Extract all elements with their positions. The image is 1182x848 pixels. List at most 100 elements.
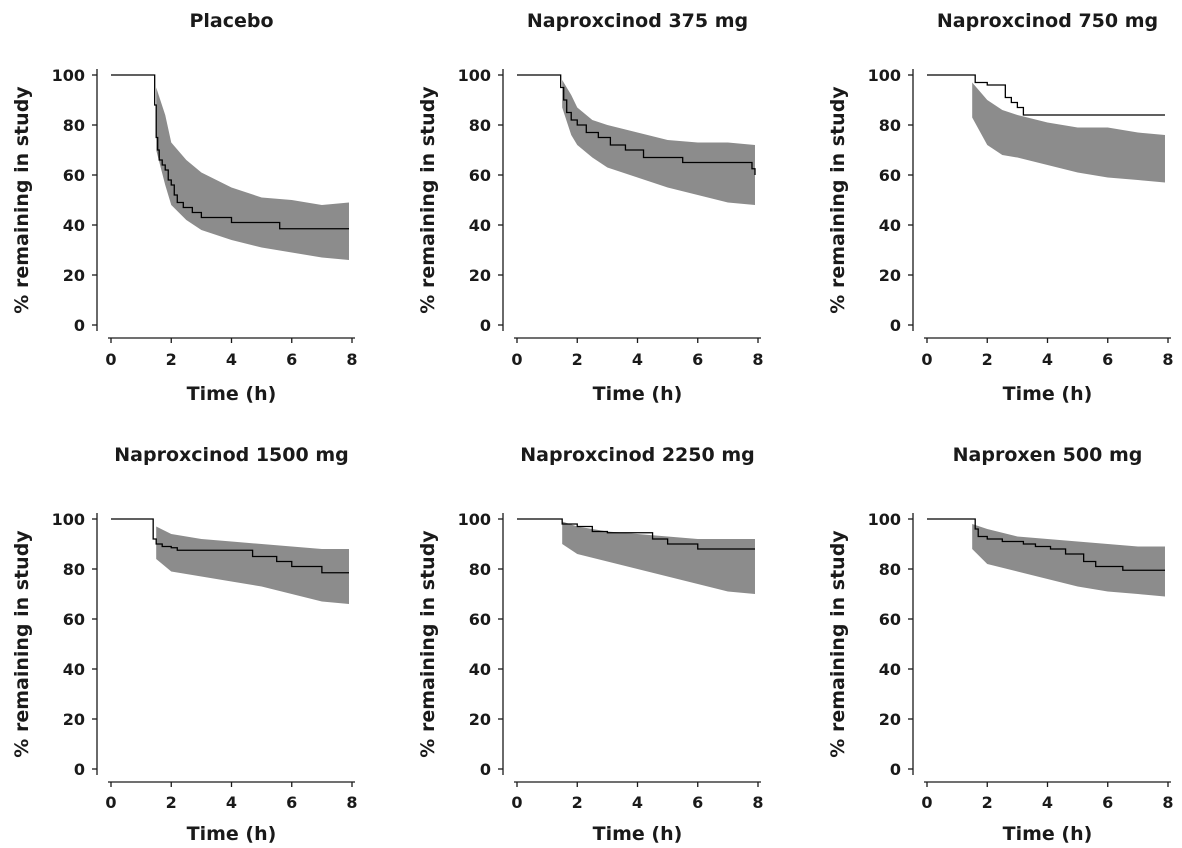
panel-6: Naproxen 500 mg 0 20 40 60 80 100 0 2 4 6 8 Time (h)… bbox=[827, 444, 1174, 845]
panel-2-observed-step-line bbox=[517, 74, 756, 175]
panel-2-y-tick-label: 80 bbox=[469, 116, 491, 135]
panel-3-x-tick-label: 8 bbox=[1162, 350, 1173, 369]
panel-2-x-tick-label: 2 bbox=[572, 350, 583, 369]
panel-6-x-tick-label: 4 bbox=[1042, 793, 1053, 812]
panel-6-y-tick-label: 60 bbox=[879, 610, 901, 629]
panel-6-x-tick-label: 6 bbox=[1102, 793, 1113, 812]
panel-1-x-tick-label: 0 bbox=[105, 350, 116, 369]
panel-3-y-tick-label: 20 bbox=[879, 266, 901, 285]
panel-1: Placebo 0 20 40 60 80 100 0 2 4 6 8 Time (h) % remain… bbox=[11, 10, 358, 405]
panel-6-y-tick-label: 100 bbox=[868, 510, 901, 529]
panel-2-title: Naproxcinod 375 mg bbox=[527, 10, 748, 32]
panel-2-y-axis-label: % remaining in study bbox=[417, 86, 439, 314]
panel-3-observed-step-line bbox=[927, 74, 1165, 116]
panel-5-y-axis-label: % remaining in study bbox=[417, 530, 439, 758]
panel-5-x-tick-label: 2 bbox=[572, 793, 583, 812]
panel-2-prediction-band bbox=[562, 80, 755, 205]
panel-5: Naproxcinod 2250 mg 0 20 40 60 80 100 0 2 4 6 8 Time… bbox=[417, 444, 764, 845]
panel-5-x-tick-label: 8 bbox=[752, 793, 763, 812]
panel-3-y-tick-label: 60 bbox=[879, 166, 901, 185]
panel-3-y-axis-label: % remaining in study bbox=[827, 86, 849, 314]
panel-6-x-tick-label: 8 bbox=[1162, 793, 1173, 812]
panel-3-y-tick-label: 100 bbox=[868, 66, 901, 85]
panel-4-x-tick-label: 0 bbox=[105, 793, 116, 812]
panel-5-observed-step-line bbox=[517, 518, 755, 550]
panel-1-y-tick-label: 80 bbox=[63, 116, 85, 135]
panel-5-title: Naproxcinod 2250 mg bbox=[520, 444, 754, 466]
panel-3-x-tick-label: 2 bbox=[982, 350, 993, 369]
panel-6-x-tick-label: 2 bbox=[982, 793, 993, 812]
panel-1-observed-step-line bbox=[111, 74, 349, 230]
panel-4: Naproxcinod 1500 mg 0 20 40 60 80 100 0 2 4 6 8 Time… bbox=[11, 444, 358, 845]
panel-4-title: Naproxcinod 1500 mg bbox=[114, 444, 348, 466]
panel-3-title: Naproxcinod 750 mg bbox=[937, 10, 1158, 32]
panel-1-y-tick-label: 40 bbox=[63, 216, 85, 235]
panel-6-y-axis-label: % remaining in study bbox=[827, 530, 849, 758]
panel-4-x-tick-label: 2 bbox=[166, 793, 177, 812]
panel-4-x-axis-label: Time (h) bbox=[187, 823, 277, 845]
panel-6-title: Naproxen 500 mg bbox=[953, 444, 1143, 466]
panel-1-x-tick-label: 6 bbox=[286, 350, 297, 369]
panel-5-x-axis-label: Time (h) bbox=[593, 823, 683, 845]
panel-4-observed-step-line bbox=[111, 518, 349, 574]
panel-2-y-tick-label: 100 bbox=[458, 66, 491, 85]
panel-2-x-tick-label: 4 bbox=[632, 350, 643, 369]
panel-2-y-tick-label: 20 bbox=[469, 266, 491, 285]
panel-4-x-tick-label: 4 bbox=[226, 793, 237, 812]
panel-5-y-tick-label: 40 bbox=[469, 660, 491, 679]
panel-5-y-tick-label: 100 bbox=[458, 510, 491, 529]
panel-6-prediction-band bbox=[972, 524, 1165, 597]
panel-1-y-tick-label: 20 bbox=[63, 266, 85, 285]
panel-4-y-tick-label: 0 bbox=[74, 760, 85, 779]
panel-3-x-tick-label: 6 bbox=[1102, 350, 1113, 369]
panel-1-prediction-band bbox=[156, 87, 349, 260]
panel-3-y-tick-label: 40 bbox=[879, 216, 901, 235]
panel-2-y-tick-label: 60 bbox=[469, 166, 491, 185]
panel-3-prediction-band bbox=[972, 82, 1165, 183]
panel-5-x-tick-label: 4 bbox=[632, 793, 643, 812]
panel-2: Naproxcinod 375 mg 0 20 40 60 80 100 0 2 4 6 8 Time … bbox=[417, 10, 764, 405]
panel-4-y-tick-label: 40 bbox=[63, 660, 85, 679]
panel-4-y-axis-label: % remaining in study bbox=[11, 530, 33, 758]
panel-1-x-tick-label: 2 bbox=[166, 350, 177, 369]
panel-2-x-axis-label: Time (h) bbox=[593, 383, 683, 405]
panel-4-y-tick-label: 80 bbox=[63, 560, 85, 579]
panel-4-x-tick-label: 6 bbox=[286, 793, 297, 812]
panel-3-x-tick-label: 0 bbox=[921, 350, 932, 369]
panel-5-x-tick-label: 0 bbox=[511, 793, 522, 812]
panel-5-y-tick-label: 80 bbox=[469, 560, 491, 579]
panel-1-y-tick-label: 100 bbox=[52, 66, 85, 85]
panel-1-x-tick-label: 8 bbox=[346, 350, 357, 369]
panel-1-y-tick-label: 0 bbox=[74, 316, 85, 335]
panel-2-x-tick-label: 6 bbox=[692, 350, 703, 369]
panel-1-x-axis-label: Time (h) bbox=[187, 383, 277, 405]
panel-6-observed-step-line bbox=[927, 518, 1165, 571]
panel-4-y-tick-label: 60 bbox=[63, 610, 85, 629]
panel-2-y-tick-label: 0 bbox=[480, 316, 491, 335]
panel-3-y-tick-label: 80 bbox=[879, 116, 901, 135]
panel-5-x-tick-label: 6 bbox=[692, 793, 703, 812]
panel-5-y-tick-label: 0 bbox=[480, 760, 491, 779]
panel-3-y-tick-label: 0 bbox=[890, 316, 901, 335]
panel-4-y-tick-label: 20 bbox=[63, 710, 85, 729]
panel-2-y-tick-label: 40 bbox=[469, 216, 491, 235]
panel-5-y-tick-label: 60 bbox=[469, 610, 491, 629]
panel-6-x-axis-label: Time (h) bbox=[1003, 823, 1093, 845]
panel-4-x-tick-label: 8 bbox=[346, 793, 357, 812]
panel-1-y-axis-label: % remaining in study bbox=[11, 86, 33, 314]
panel-5-y-tick-label: 20 bbox=[469, 710, 491, 729]
panel-3-x-tick-label: 4 bbox=[1042, 350, 1053, 369]
panel-6-y-tick-label: 0 bbox=[890, 760, 901, 779]
panel-1-y-tick-label: 60 bbox=[63, 166, 85, 185]
panel-1-x-tick-label: 4 bbox=[226, 350, 237, 369]
panel-3-x-axis-label: Time (h) bbox=[1003, 383, 1093, 405]
panel-3: Naproxcinod 750 mg 0 20 40 60 80 100 0 2 4 6 8 Time … bbox=[827, 10, 1174, 405]
panel-1-title: Placebo bbox=[189, 10, 273, 32]
panel-6-y-tick-label: 40 bbox=[879, 660, 901, 679]
panel-6-y-tick-label: 20 bbox=[879, 710, 901, 729]
panel-2-x-tick-label: 8 bbox=[752, 350, 763, 369]
panel-6-x-tick-label: 0 bbox=[921, 793, 932, 812]
panel-4-y-tick-label: 100 bbox=[52, 510, 85, 529]
panel-2-x-tick-label: 0 bbox=[511, 350, 522, 369]
